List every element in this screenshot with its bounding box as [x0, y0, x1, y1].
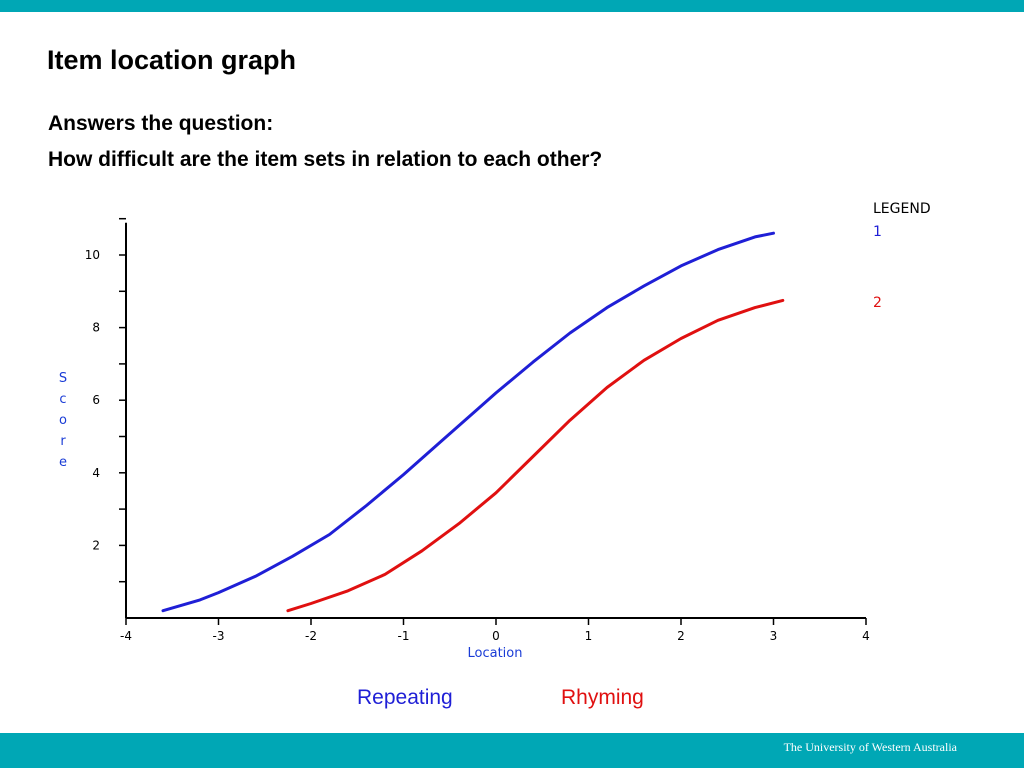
legend-title: LEGEND — [873, 201, 931, 217]
caption-repeating: Repeating — [357, 686, 453, 709]
slide-title: Item location graph — [47, 45, 297, 75]
x-tick-label: -4 — [120, 629, 132, 643]
x-tick-label: -1 — [398, 629, 410, 643]
x-tick-label: 1 — [585, 629, 593, 643]
y-tick-label: 4 — [92, 466, 100, 480]
series-line-1 — [161, 231, 775, 613]
x-tick-label: -2 — [305, 629, 317, 643]
x-tick-label: 3 — [770, 629, 778, 643]
footer-university: The University of Western Australia — [783, 740, 957, 754]
x-tick-label: 0 — [492, 629, 500, 643]
y-tick-label: 8 — [92, 321, 100, 335]
y-tick-label: 2 — [92, 538, 100, 552]
y-axis-title-letter: S — [59, 371, 67, 386]
x-tick-label: 2 — [677, 629, 685, 643]
x-axis-title: Location — [468, 646, 523, 661]
bottom-accent-bar — [0, 733, 1024, 768]
y-axis-title-letter: e — [59, 455, 67, 470]
top-accent-bar — [0, 0, 1024, 12]
subtitle-line-2: How difficult are the item sets in relat… — [48, 148, 603, 171]
x-tick-label: 4 — [862, 629, 870, 643]
legend-entry-1: 1 — [873, 224, 882, 240]
y-axis-title-letter: o — [59, 413, 67, 428]
y-axis-title-letter: c — [59, 392, 66, 407]
y-tick-label: 10 — [85, 248, 100, 262]
legend-entry-2: 2 — [873, 295, 882, 311]
y-axis-title-letter: r — [60, 434, 66, 449]
y-tick-label: 6 — [92, 393, 100, 407]
caption-rhyming: Rhyming — [561, 686, 644, 709]
subtitle-line-1: Answers the question: — [48, 112, 274, 135]
series-line-2 — [286, 298, 785, 613]
x-tick-label: -3 — [213, 629, 225, 643]
